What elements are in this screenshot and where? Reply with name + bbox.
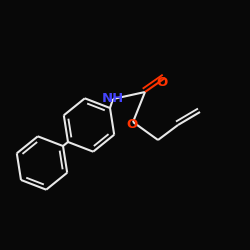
Text: O: O [126, 118, 138, 132]
Text: NH: NH [102, 92, 124, 106]
Text: O: O [156, 76, 168, 88]
